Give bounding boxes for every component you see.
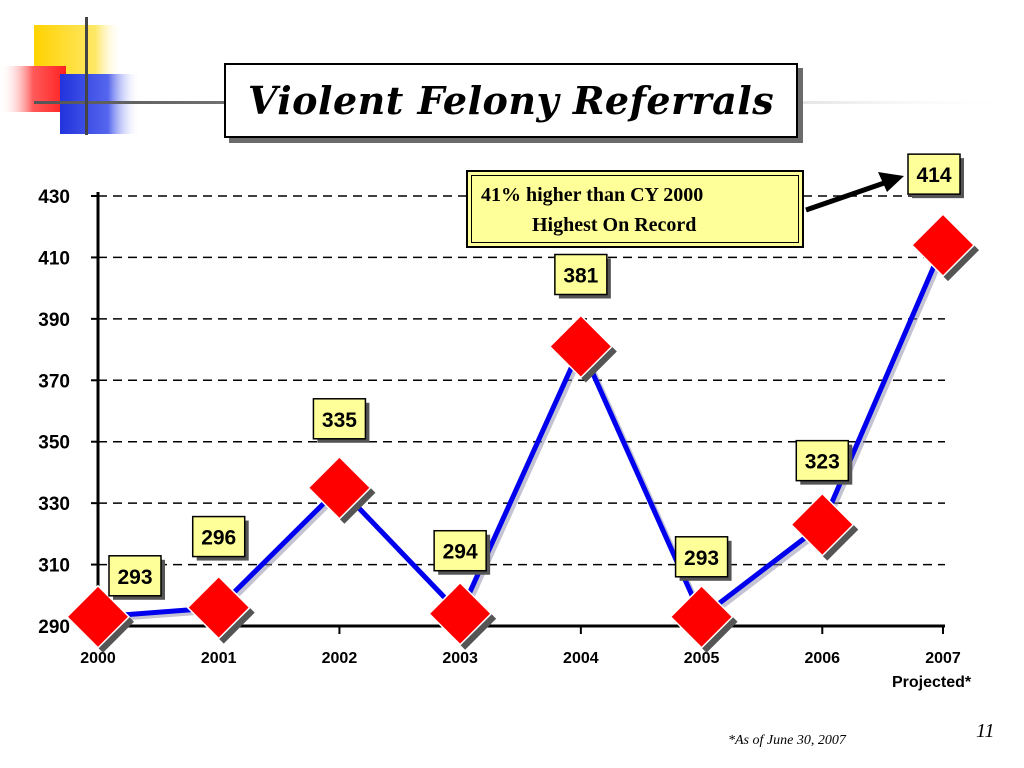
data-label-box-2006 [795, 439, 850, 482]
x-tick-label-2001: 2001 [201, 650, 237, 667]
marker-2002 [307, 455, 372, 520]
page-number: 11 [976, 720, 995, 742]
y-tick-label-290: 290 [38, 617, 70, 638]
callout-arrow [805, 172, 904, 213]
data-label-2005: 293 [684, 547, 719, 570]
callout-line-1: 41% higher than CY 2000 [481, 184, 704, 206]
x-tick-label-2007: 2007 [925, 650, 961, 667]
data-label-2000: 293 [117, 566, 152, 589]
data-label-box-2005 [674, 536, 729, 578]
footnote: *As of June 30, 2007 [728, 733, 846, 748]
x-tick-label-2003: 2003 [442, 650, 478, 667]
y-tick-label-430: 430 [38, 187, 70, 208]
callout-arrow-head [878, 172, 904, 192]
marker-2006 [790, 492, 855, 557]
x-tick-label-2006: 2006 [804, 650, 840, 667]
data-label-2002: 335 [322, 409, 357, 432]
marker-2004 [548, 314, 613, 379]
series-line-path [97, 244, 946, 620]
callout-box: 41% higher than CY 2000 Highest On Recor… [466, 170, 804, 248]
x-tick-label-2000: 2000 [80, 650, 116, 667]
marker-2000 [65, 584, 131, 649]
data-label-2007: 414 [916, 164, 951, 187]
callout-inner-border: 41% higher than CY 2000 Highest On Recor… [471, 175, 799, 243]
callout-arrow-shaft [805, 178, 891, 213]
data-label-2001: 296 [201, 527, 236, 550]
x-tick-label-2004: 2004 [563, 650, 599, 667]
data-label-box-2002 [312, 398, 367, 440]
data-markers [65, 213, 979, 653]
marker-2005 [669, 584, 734, 649]
data-label-box-2004 [554, 253, 608, 296]
series-line-shadow [100, 247, 949, 624]
data-label-2006: 323 [805, 451, 840, 474]
axes [91, 192, 945, 634]
slide-title: Violent Felony Referrals [247, 78, 775, 123]
marker-2007 [910, 213, 976, 278]
series-line [97, 244, 949, 624]
deco-red-square [0, 66, 66, 112]
callout-line-2: Highest On Record [532, 214, 697, 236]
x-tick-label-2005: 2005 [684, 650, 720, 667]
y-tick-label-370: 370 [38, 371, 70, 392]
data-label-box-2003 [433, 529, 487, 572]
data-label-2004: 381 [563, 265, 598, 288]
y-tick-label-390: 390 [38, 310, 70, 331]
x-sublabel-projected: Projected* [892, 674, 972, 691]
data-label-box-2007 [907, 153, 961, 195]
marker-2001 [186, 575, 251, 640]
x-tick-labels: 2000 2001 2002 2003 2004 2005 2006 2007 [80, 650, 961, 667]
y-tick-labels: 290 310 330 350 370 390 410 430 [38, 187, 70, 638]
y-tick-label-310: 310 [38, 556, 70, 577]
data-label-box-2000 [108, 555, 162, 597]
data-labels: 293 296 335 294 381 293 323 414 [108, 153, 964, 600]
deco-vertical-rule [85, 17, 88, 135]
data-label-2003: 294 [443, 541, 478, 564]
data-label-box-2001 [191, 515, 246, 558]
y-tick-label-330: 330 [38, 494, 70, 515]
title-box: Violent Felony Referrals [224, 63, 798, 138]
x-tick-label-2002: 2002 [322, 650, 358, 667]
y-tick-label-410: 410 [38, 248, 70, 269]
y-tick-label-350: 350 [38, 433, 70, 454]
marker-2003 [428, 581, 493, 646]
